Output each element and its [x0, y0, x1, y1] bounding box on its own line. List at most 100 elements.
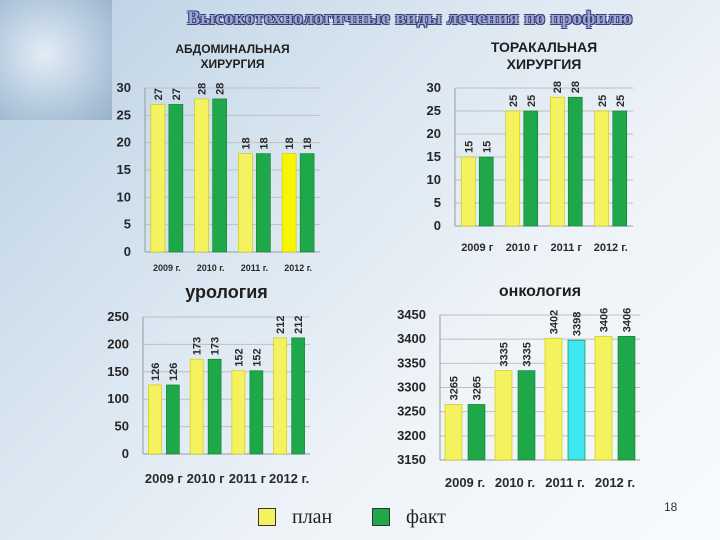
- y-tick-label: 150: [107, 364, 129, 379]
- chart-title: урология: [185, 282, 268, 302]
- x-category-label: 2010 г: [506, 242, 539, 254]
- chart-title: АБДОМИНАЛЬНАЯ: [175, 42, 289, 56]
- x-category-label: 2011 г.: [545, 475, 585, 490]
- y-tick-label: 5: [434, 195, 441, 210]
- plan-bar: [189, 358, 204, 455]
- x-category-label: 2010 г: [187, 471, 226, 486]
- fact-legend-label: факт: [406, 505, 447, 528]
- slide-title: Высокотехнологичные виды лечения по проф…: [187, 8, 633, 29]
- data-label: 152: [251, 348, 263, 366]
- plan-bar: [150, 104, 166, 253]
- y-tick-label: 15: [117, 162, 131, 177]
- fact-bar: [567, 339, 586, 461]
- y-tick-label: 0: [434, 218, 441, 233]
- data-label: 28: [570, 81, 582, 93]
- data-label: 3265: [472, 376, 484, 400]
- fact-bar: [517, 370, 536, 461]
- x-category-label: 2012 г.: [595, 475, 635, 490]
- data-label: 3402: [549, 310, 561, 334]
- fact-bar: [617, 335, 636, 461]
- x-category-label: 2010 г.: [197, 263, 225, 273]
- data-label: 18: [284, 137, 296, 149]
- plan-bar: [444, 404, 463, 461]
- data-label: 27: [171, 88, 183, 100]
- plan-bar: [594, 335, 613, 461]
- fact-bar: [478, 156, 494, 227]
- data-label: 27: [153, 88, 165, 100]
- plan-bar: [273, 337, 287, 455]
- plan-bar: [549, 96, 565, 227]
- plan-bar: [460, 156, 476, 227]
- x-category-label: 2010 г.: [495, 475, 535, 490]
- y-tick-label: 0: [122, 446, 129, 461]
- data-label: 126: [150, 363, 162, 381]
- data-label: 28: [215, 83, 227, 95]
- y-tick-label: 100: [107, 391, 129, 406]
- plan-bar: [148, 384, 162, 455]
- data-label: 126: [168, 363, 180, 381]
- y-tick-label: 3200: [397, 428, 426, 443]
- fact-bar: [467, 404, 486, 461]
- x-category-label: 2011 г: [550, 242, 582, 254]
- plan-bar: [544, 337, 563, 461]
- data-label: 3335: [522, 342, 534, 366]
- plan-bar: [231, 370, 246, 455]
- surgeon-photo: [0, 0, 112, 120]
- data-label: 18: [258, 137, 270, 149]
- data-label: 212: [275, 315, 287, 333]
- fact-bar: [523, 110, 539, 227]
- y-tick-label: 5: [124, 217, 131, 232]
- data-label: 173: [210, 337, 222, 355]
- y-tick-label: 25: [117, 107, 131, 122]
- y-tick-label: 0: [124, 244, 131, 259]
- y-tick-label: 10: [427, 172, 441, 187]
- fact-bar: [299, 153, 315, 253]
- y-tick-label: 3400: [397, 331, 426, 346]
- y-tick-label: 3150: [397, 452, 426, 467]
- plan-swatch: [258, 508, 276, 526]
- data-label: 18: [302, 137, 314, 149]
- fact-bar: [612, 110, 628, 227]
- chart-title: ХИРУРГИЯ: [201, 57, 265, 71]
- y-tick-label: 3300: [397, 380, 426, 395]
- y-tick-label: 250: [107, 309, 129, 324]
- fact-bar: [256, 153, 271, 253]
- data-label: 3406: [599, 308, 611, 332]
- y-tick-label: 15: [427, 149, 441, 164]
- plan-bar: [505, 110, 521, 227]
- y-tick-label: 3250: [397, 404, 426, 419]
- x-category-label: 2009 г.: [153, 263, 181, 273]
- chart-title: ХИРУРГИЯ: [507, 56, 582, 72]
- y-tick-label: 3350: [397, 355, 426, 370]
- y-tick-label: 30: [117, 80, 131, 95]
- x-category-label: 2009 г.: [445, 475, 485, 490]
- data-label: 28: [197, 83, 209, 95]
- plan-bar: [238, 153, 253, 253]
- fact-bar: [567, 96, 583, 227]
- y-tick-label: 30: [427, 80, 441, 95]
- data-label: 25: [526, 95, 538, 107]
- legend-plan: план: [258, 506, 332, 528]
- fact-bar: [166, 384, 180, 455]
- data-label: 212: [293, 315, 305, 333]
- data-label: 25: [597, 95, 609, 107]
- data-label: 18: [240, 137, 252, 149]
- y-tick-label: 10: [117, 189, 131, 204]
- fact-swatch: [372, 508, 390, 526]
- chart-title: ТОРАКАЛЬНАЯ: [491, 39, 597, 55]
- plan-legend-label: план: [292, 505, 333, 528]
- data-label: 152: [233, 348, 245, 366]
- data-label: 28: [552, 81, 564, 93]
- plan-bar: [194, 98, 209, 253]
- data-label: 25: [615, 95, 627, 107]
- fact-bar: [168, 104, 184, 253]
- legend-fact: факт: [372, 506, 446, 528]
- page-number: 18: [664, 500, 678, 514]
- fact-bar: [249, 370, 264, 455]
- fact-bar: [212, 98, 227, 253]
- data-label: 173: [192, 337, 204, 355]
- x-category-label: 2009 г: [145, 471, 184, 486]
